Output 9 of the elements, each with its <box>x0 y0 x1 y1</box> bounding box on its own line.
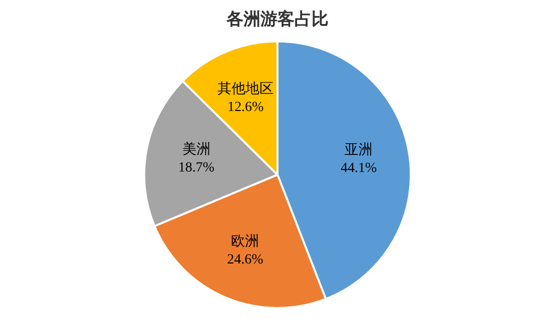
data-label: 12.6% <box>228 100 264 116</box>
chart-title: 各洲游客占比 <box>226 10 328 29</box>
data-label: 18.7% <box>178 160 215 176</box>
data-label: 24.6% <box>227 252 264 268</box>
slice-label: 美洲 <box>182 142 210 158</box>
slice-label: 其他地区 <box>218 81 274 98</box>
slice-label: 亚洲 <box>344 142 373 158</box>
slice-label: 欧洲 <box>231 233 260 250</box>
data-label: 44.1% <box>340 161 378 176</box>
